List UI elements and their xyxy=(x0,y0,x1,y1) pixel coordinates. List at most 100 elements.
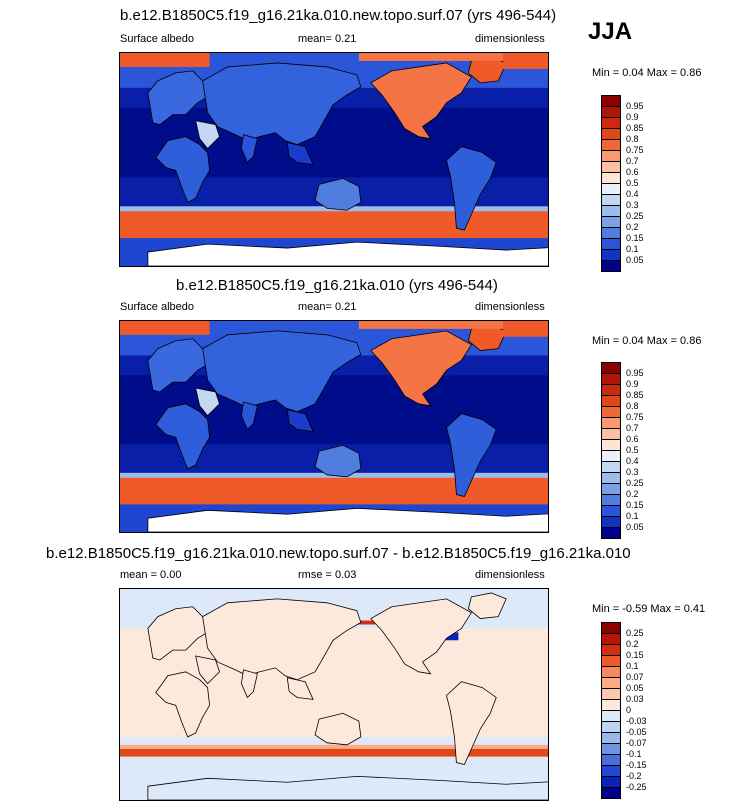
landmass-india xyxy=(241,134,258,164)
panel-2-colorbar-tick-label: 0.7 xyxy=(626,423,639,433)
panel-1-minmax: Min = 0.04 Max = 0.86 xyxy=(592,67,702,79)
panel-1-colorbar-swatch xyxy=(601,260,621,272)
landmass-europe xyxy=(147,606,209,661)
panel-2-colorbar-tick-label: 0.6 xyxy=(626,434,639,444)
landmass-asia xyxy=(202,330,362,413)
panel-3-colorbar-swatch xyxy=(601,666,621,677)
panel-3-colorbar-tick-label: -0.15 xyxy=(626,760,647,770)
panel-1-colorbar-tick-label: 0.6 xyxy=(626,167,639,177)
panel-2-colorbar-swatch xyxy=(601,461,621,472)
panel-3-colorbar-tick-label: 0.07 xyxy=(626,672,644,682)
panel-2-colorbar-swatch xyxy=(601,527,621,539)
panel-1-colorbar-tick-label: 0.75 xyxy=(626,145,644,155)
landmass-europe xyxy=(147,70,209,126)
panel-2-colorbar-swatch xyxy=(601,362,621,373)
panel-1-colorbar-swatch xyxy=(601,216,621,227)
panel-1-colorbar xyxy=(601,95,621,272)
panel-2-colorbar-tick-label: 0.2 xyxy=(626,489,639,499)
panel-2-colorbar-swatch xyxy=(601,395,621,406)
panel-2-colorbar-tick-label: 0.3 xyxy=(626,467,639,477)
panel-2-colorbar-swatch xyxy=(601,417,621,428)
panel-1-title: b.e12.B1850C5.f19_g16.21ka.010.new.topo.… xyxy=(120,7,557,24)
panel-1-colorbar-swatch xyxy=(601,205,621,216)
arctic-ice-center xyxy=(358,321,504,329)
panel-2-colorbar-swatch xyxy=(601,373,621,384)
panel-1-colorbar-swatch xyxy=(601,183,621,194)
panel-2-map xyxy=(119,320,549,533)
sea-ice-band xyxy=(120,476,548,507)
landmass-namerica xyxy=(370,62,472,140)
panel-3-colorbar-swatch xyxy=(601,633,621,644)
landmass-arabia xyxy=(195,120,220,150)
arctic-ice-center xyxy=(358,53,504,61)
panel-1-mean-label: mean= 0.21 xyxy=(298,33,357,45)
panel-2-title: b.e12.B1850C5.f19_g16.21ka.010 (yrs 496-… xyxy=(176,277,498,294)
panel-3-colorbar-swatch xyxy=(601,754,621,765)
panel-3-colorbar-tick-label: 0.15 xyxy=(626,650,644,660)
panel-1-colorbar-tick-label: 0.85 xyxy=(626,123,644,133)
panel-1-colorbar-tick-label: 0.05 xyxy=(626,255,644,265)
panel-2-colorbar-swatch xyxy=(601,505,621,516)
panel-2-variable-label: Surface albedo xyxy=(120,301,194,313)
panel-3-colorbar-swatch xyxy=(601,787,621,799)
panel-2-colorbar-swatch xyxy=(601,439,621,450)
panel-3-colorbar-swatch xyxy=(601,710,621,721)
landmass-seasia xyxy=(286,142,314,165)
panel-1-colorbar-swatch xyxy=(601,161,621,172)
panel-3-colorbar xyxy=(601,622,621,799)
panel-2-colorbar-tick-label: 0.1 xyxy=(626,511,639,521)
panel-1-colorbar-swatch xyxy=(601,172,621,183)
panel-3-rmse-label: rmse = 0.03 xyxy=(298,569,357,581)
landmass-europe xyxy=(147,338,209,393)
panel-1-colorbar-tick-label: 0.4 xyxy=(626,189,639,199)
panel-1-colorbar-tick-label: 0.95 xyxy=(626,101,644,111)
panel-3-title: b.e12.B1850C5.f19_g16.21ka.010.new.topo.… xyxy=(46,545,631,562)
panel-1-map-svg xyxy=(120,53,548,266)
panel-3-map xyxy=(119,588,549,801)
panel-3-colorbar-tick-label: 0.25 xyxy=(626,628,644,638)
panel-3-colorbar-swatch xyxy=(601,743,621,754)
panel-1-colorbar-tick-label: 0.2 xyxy=(626,222,639,232)
panel-1-colorbar-swatch xyxy=(601,150,621,161)
panel-1-colorbar-tick-label: 0.1 xyxy=(626,244,639,254)
landmass-samerica xyxy=(446,681,497,765)
landmass-arabia xyxy=(195,387,220,417)
panel-3-colorbar-tick-label: -0.03 xyxy=(626,716,647,726)
panel-1-variable-label: Surface albedo xyxy=(120,33,194,45)
panel-1-map xyxy=(119,52,549,267)
panel-1-units-label: dimensionless xyxy=(475,33,545,45)
panel-2-colorbar-swatch xyxy=(601,516,621,527)
panel-3-colorbar-swatch xyxy=(601,765,621,776)
panel-2-colorbar-swatch xyxy=(601,406,621,417)
landmass-africa xyxy=(155,671,210,738)
season-label: JJA xyxy=(588,18,633,45)
panel-3-colorbar-swatch xyxy=(601,776,621,787)
panel-1-colorbar-swatch xyxy=(601,106,621,117)
panel-1-colorbar-swatch xyxy=(601,249,621,260)
arctic-ice-west xyxy=(120,321,210,335)
panel-2-colorbar-swatch xyxy=(601,472,621,483)
landmass-africa xyxy=(155,136,210,203)
landmass-namerica xyxy=(370,330,472,407)
panel-3-colorbar-tick-label: 0.05 xyxy=(626,683,644,693)
panel-1-colorbar-swatch xyxy=(601,238,621,249)
panel-2-colorbar-tick-label: 0.05 xyxy=(626,522,644,532)
panel-2-colorbar-swatch xyxy=(601,450,621,461)
panel-2-colorbar-tick-label: 0.85 xyxy=(626,390,644,400)
panel-3-colorbar-swatch xyxy=(601,655,621,666)
diff-southern-band-edge xyxy=(120,744,548,749)
panel-3-colorbar-swatch xyxy=(601,732,621,743)
arctic-ice-east xyxy=(503,321,548,337)
diff-southern-band xyxy=(120,748,548,757)
panel-3-colorbar-tick-label: -0.2 xyxy=(626,771,642,781)
panel-3-colorbar-tick-label: 0 xyxy=(626,705,632,715)
panel-2-colorbar-swatch xyxy=(601,494,621,505)
panel-1-colorbar-tick-label: 0.15 xyxy=(626,233,644,243)
landmass-samerica xyxy=(446,413,497,497)
sea-ice-band xyxy=(120,210,548,241)
panel-3-minmax: Min = -0.59 Max = 0.41 xyxy=(592,603,706,615)
panel-2-colorbar-tick-label: 0.5 xyxy=(626,445,639,455)
landmass-antarctica xyxy=(147,507,548,532)
panel-2-colorbar-tick-label: 0.25 xyxy=(626,478,644,488)
panel-1-colorbar-tick-label: 0.8 xyxy=(626,134,639,144)
